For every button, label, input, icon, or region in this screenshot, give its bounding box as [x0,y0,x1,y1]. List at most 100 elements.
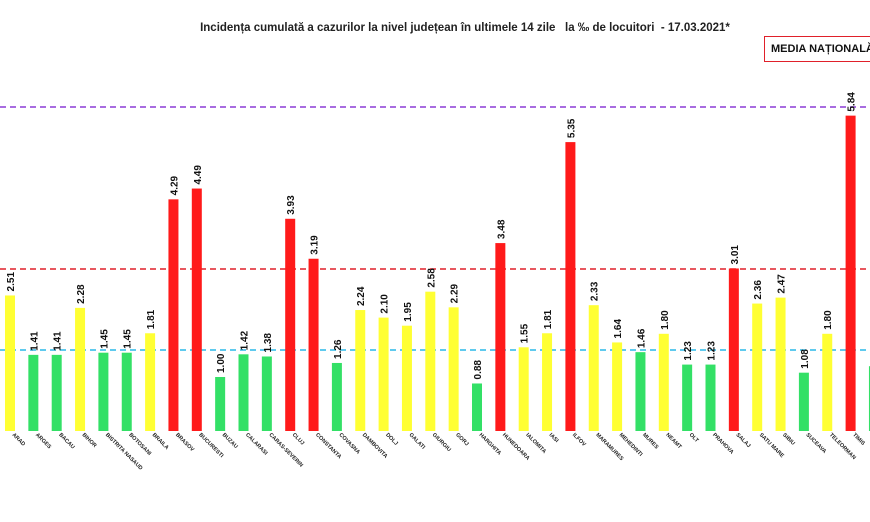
bar-iasi [542,333,553,431]
bar-constanta [308,258,319,431]
bar-bucuresti [191,188,202,431]
bar-teleorman [822,333,833,431]
bar-covasna [331,362,342,431]
category-label: IASI [548,432,560,444]
value-label: 1.81 [543,309,554,329]
bar-sibiu [775,297,786,431]
legend-label: MEDIA NAȚIONALĂ [771,43,870,55]
category-label: DOLJ [384,432,399,447]
category-label: PRAHOVA [711,432,734,455]
bar-arges [28,354,39,431]
value-label: 1.64 [613,319,624,339]
value-label: 5.84 [847,92,858,112]
bar-giurgiu [425,291,436,431]
category-label: GORJ [454,432,469,447]
bar-arad [5,295,15,431]
bar-dambovita [355,310,366,431]
value-label: 1.46 [636,328,647,348]
bar-gorj [448,307,459,431]
category-label: ARAD [11,432,26,447]
category-label: CALARASI [244,432,269,457]
value-label: 3.93 [286,195,297,215]
category-label: IALOMITA [524,432,547,455]
value-label: 2.33 [590,281,601,301]
category-label: ARGES [34,432,52,450]
category-label: BOTOSANI [127,432,152,457]
bar-bistrita-nasaud [98,352,109,431]
value-label: 2.51 [6,272,17,292]
value-label: 1.55 [520,323,531,343]
bar-maramures [588,305,599,431]
legend-box: MEDIA NAȚIONALĂ [764,36,870,62]
category-label: OLT [688,432,700,444]
value-label: 2.58 [426,268,437,288]
bar-ialomita [518,347,529,431]
chart-title: Incidența cumulată a cazurilor la nivel … [200,22,730,34]
value-label: 1.41 [53,331,64,351]
value-label: 1.45 [123,329,134,349]
value-label: 2.24 [356,286,367,306]
value-label: 1.08 [800,349,811,369]
bar-olt [682,364,693,431]
bar-hunedoara [495,243,506,431]
bar-prahova [705,364,716,431]
value-label: 2.29 [450,283,461,303]
category-label: MURES [641,432,660,451]
bar-neamt [658,333,669,431]
bar-caras-severin [261,356,272,431]
category-label: BACAU [57,432,75,450]
value-label: 2.28 [76,284,87,304]
value-label: 3.19 [310,235,321,255]
value-label: 4.49 [193,165,204,185]
category-label: NEAMT [664,432,683,451]
value-label: 1.00 [216,353,227,373]
bar-brasov [168,199,179,431]
value-label: 2.47 [777,274,788,294]
category-label: SUCEAVA [804,432,827,455]
value-label: 1.81 [146,309,157,329]
value-label: 1.95 [403,302,414,322]
category-label: BRAILA [151,432,170,451]
bar-dolj [378,317,389,431]
bar-calarasi [238,354,249,431]
value-label: 3.01 [730,245,741,265]
category-label: CLUJ [291,432,305,446]
value-label: 1.26 [333,339,344,359]
value-label: 1.42 [240,330,251,350]
value-label: 1.38 [263,333,274,353]
category-label: BRASOV [174,432,195,453]
value-label: 1.23 [683,341,694,361]
bar-bihor [75,307,86,431]
value-label: 4.29 [169,175,180,195]
category-label: BIHOR [81,432,98,449]
category-label: BUZAU [221,432,239,450]
category-label: GALATI [408,432,427,451]
bar-mures [635,352,646,431]
category-label: ILFOV [571,432,587,448]
bar-satu-mare [752,303,763,431]
value-label: 0.88 [473,360,484,380]
value-label: 2.36 [753,280,764,300]
value-label: 1.80 [660,310,671,330]
bar-cluj [285,218,296,431]
category-label: BUCURESTI [197,432,224,459]
bar-mehedinti [612,342,623,431]
category-label: HARGHITA [478,432,502,456]
bar-braila [145,333,156,431]
bar-ilfov [565,142,576,431]
value-label: 1.41 [29,331,40,351]
bar-botosani [121,352,132,431]
bar-buzau [215,377,226,431]
category-label: SIBIU [781,432,796,447]
category-label: SALAJ [734,432,751,449]
value-label: 3.48 [496,219,507,239]
value-label: 5.35 [566,118,577,138]
category-label: GIURGIU [431,432,452,453]
category-label: TIMIS [851,432,866,447]
bar-suceava [798,372,809,431]
bar-harghita [472,383,482,431]
bar-tulcea [868,366,870,431]
value-label: 1.80 [823,310,834,330]
value-label: 1.23 [707,341,718,361]
